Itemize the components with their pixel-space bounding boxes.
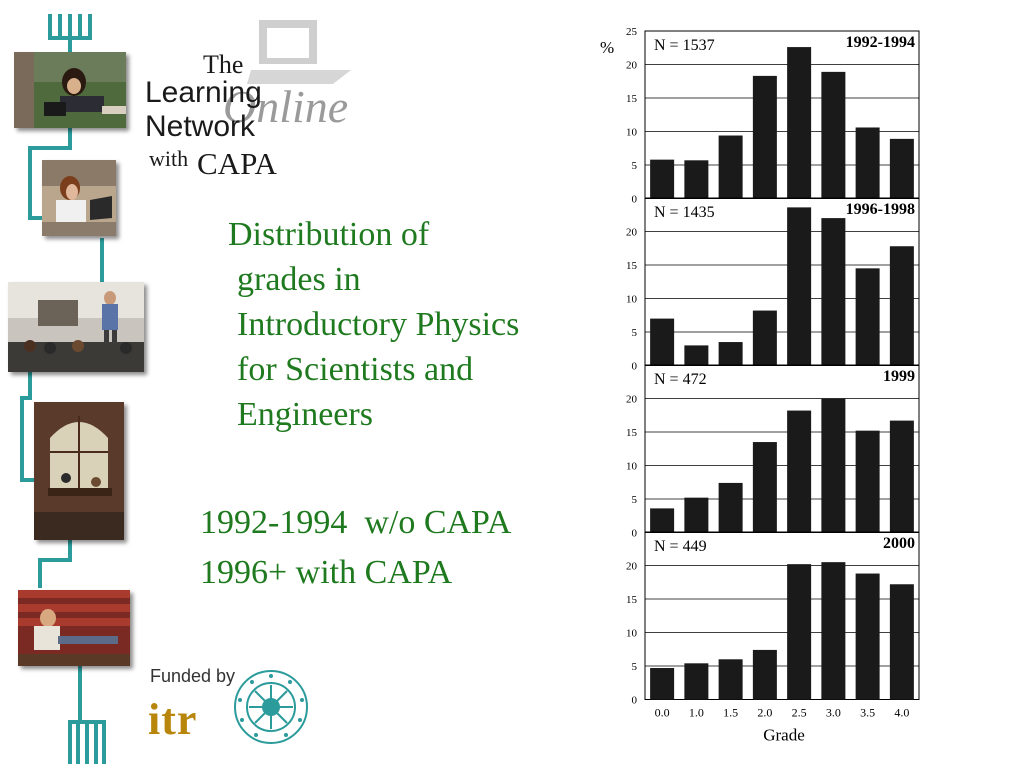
caption-line: 1992-1994 w/o CAPA xyxy=(200,504,512,541)
logo-learning-text: Learning xyxy=(145,76,262,109)
panel-title: 1996-1998 xyxy=(846,201,915,218)
bar xyxy=(889,584,914,700)
x-tick-label: 1.0 xyxy=(689,706,704,720)
monitor-icon xyxy=(247,20,351,84)
bar xyxy=(821,218,846,366)
photo-student-laptop xyxy=(42,160,116,236)
y-tick-label: 10 xyxy=(626,294,638,306)
bar xyxy=(889,420,914,533)
slide-caption: 1992-1994 w/o CAPA 1996+ with CAPA xyxy=(200,498,511,598)
logo-the-text: The xyxy=(203,50,244,79)
bar xyxy=(650,318,675,366)
title-line: Introductory Physics xyxy=(237,306,520,343)
bar xyxy=(684,497,709,533)
photo-student-outdoors xyxy=(14,52,126,128)
y-tick-label: 15 xyxy=(626,594,638,606)
bar xyxy=(752,442,777,533)
slide-title: Distribution of grades in Introductory P… xyxy=(228,212,519,437)
y-tick-label: 0 xyxy=(632,194,638,206)
x-tick-label: 1.5 xyxy=(723,706,738,720)
teal-connector-line xyxy=(20,14,106,764)
caption-line: 1996+ with CAPA xyxy=(200,554,453,591)
x-tick-label: 2.5 xyxy=(792,706,807,720)
y-tick-label: 5 xyxy=(632,160,638,172)
bar xyxy=(787,207,812,366)
y-tick-label: 15 xyxy=(626,93,638,105)
title-line: Engineers xyxy=(237,396,373,433)
logo-network-text: Network xyxy=(145,110,256,143)
y-tick-label: 25 xyxy=(626,26,638,38)
y-tick-label: 20 xyxy=(626,394,638,406)
title-line: for Scientists and xyxy=(237,351,474,388)
n-label: N = 1537 xyxy=(654,37,715,54)
itr-logo: itr xyxy=(148,695,198,744)
bar xyxy=(855,127,880,199)
panel-frame xyxy=(644,531,920,700)
bar xyxy=(718,482,743,533)
y-tick-label: 5 xyxy=(632,327,638,339)
x-tick-label: 4.0 xyxy=(894,706,909,720)
bar xyxy=(855,268,880,366)
bar xyxy=(718,342,743,366)
bar xyxy=(855,573,880,700)
learning-network-logo: Online The Learning Network with CAPA xyxy=(145,18,395,188)
photo-study-room xyxy=(34,402,124,540)
bar xyxy=(718,135,743,199)
nsf-seal-icon xyxy=(234,670,308,744)
y-tick-label: 0 xyxy=(632,528,638,540)
bar xyxy=(889,138,914,199)
bar xyxy=(684,160,709,199)
bar xyxy=(787,410,812,533)
y-tick-label: 0 xyxy=(632,361,638,373)
bar xyxy=(718,659,743,700)
bar xyxy=(889,246,914,366)
panel-title: 1999 xyxy=(883,368,915,385)
bar xyxy=(650,508,675,533)
bar xyxy=(752,649,777,700)
bar xyxy=(752,75,777,199)
photo-lecture-hall xyxy=(8,282,144,372)
bar xyxy=(821,71,846,199)
bar xyxy=(787,47,812,199)
y-tick-label: 20 xyxy=(626,227,638,239)
y-tick-label: 10 xyxy=(626,628,638,640)
bar xyxy=(821,398,846,533)
y-tick-label: 20 xyxy=(626,561,638,573)
bar xyxy=(855,430,880,533)
bar xyxy=(650,159,675,199)
x-tick-label: 3.0 xyxy=(826,706,841,720)
x-tick-label: 0.0 xyxy=(655,706,670,720)
x-tick-label: 3.5 xyxy=(860,706,875,720)
panel-title: 1992-1994 xyxy=(846,34,915,51)
bar xyxy=(684,345,709,366)
bar xyxy=(787,564,812,700)
y-tick-label: 5 xyxy=(632,661,638,673)
n-label: N = 449 xyxy=(654,538,707,555)
y-tick-label: 10 xyxy=(626,127,638,139)
bar xyxy=(684,663,709,700)
panel-title: 2000 xyxy=(883,535,915,552)
y-axis-label: % xyxy=(600,38,614,57)
x-tick-label: 2.0 xyxy=(757,706,772,720)
n-label: N = 472 xyxy=(654,371,707,388)
y-tick-label: 20 xyxy=(626,60,638,72)
x-axis-label: Grade xyxy=(763,726,805,745)
title-line: Distribution of xyxy=(228,216,430,253)
logo-online-text: Online xyxy=(223,81,349,132)
y-tick-label: 15 xyxy=(626,260,638,272)
n-label: N = 1435 xyxy=(654,204,715,221)
logo-capa-text: CAPA xyxy=(197,146,277,181)
y-tick-label: 5 xyxy=(632,494,638,506)
photo-library-reader xyxy=(18,590,130,666)
logo-with-text: with xyxy=(149,146,189,171)
title-line: grades in xyxy=(237,261,361,298)
bar xyxy=(650,668,675,700)
bar xyxy=(821,562,846,700)
y-tick-label: 10 xyxy=(626,461,638,473)
bar xyxy=(752,310,777,366)
grade-distribution-charts: 0 5 10 15 20 25 N = 1537 1992-1994% 0 5 10 15 20 N = … xyxy=(600,26,920,745)
y-tick-label: 0 xyxy=(632,695,638,707)
y-tick-label: 15 xyxy=(626,427,638,439)
funded-by-label: Funded by xyxy=(150,666,236,686)
